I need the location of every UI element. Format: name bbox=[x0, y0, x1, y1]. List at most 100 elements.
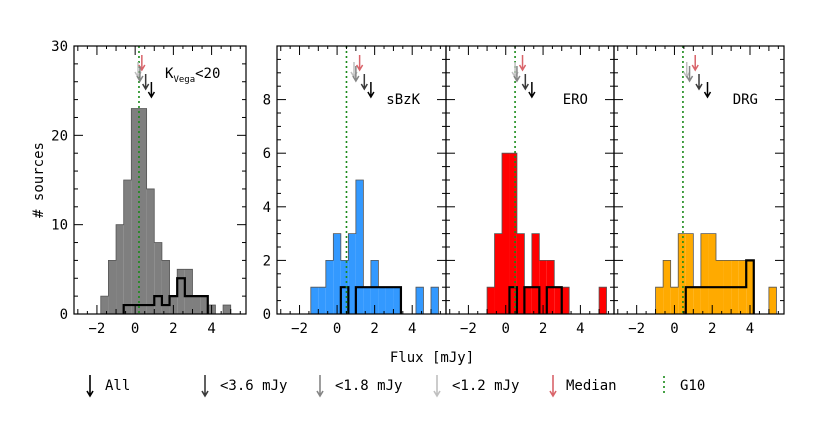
arrow-lt36 bbox=[360, 74, 368, 91]
histogram-bar bbox=[685, 233, 694, 314]
histogram-bar bbox=[348, 233, 356, 314]
histogram-bar bbox=[509, 153, 517, 314]
legend-item: Median bbox=[549, 375, 617, 398]
histogram-bar bbox=[655, 287, 664, 314]
histogram-bar bbox=[554, 287, 562, 314]
subset-histogram-step bbox=[339, 286, 403, 314]
x-tick-label: 0 bbox=[670, 321, 678, 337]
arrow-lt36 bbox=[142, 74, 150, 91]
y-tick-label: 2 bbox=[263, 253, 271, 269]
histogram-bar bbox=[385, 287, 394, 314]
histogram-bar bbox=[200, 296, 208, 314]
panel-frame bbox=[445, 45, 615, 315]
histogram-bar bbox=[192, 296, 201, 314]
histogram-bar bbox=[430, 287, 439, 314]
histogram-bar bbox=[531, 233, 540, 314]
legend-label: <1.8 mJy bbox=[335, 378, 402, 394]
histogram-bar bbox=[561, 287, 570, 314]
x-tick-label: 0 bbox=[333, 321, 341, 337]
y-tick-label: 0 bbox=[263, 307, 271, 323]
x-tick-label: 2 bbox=[370, 321, 378, 337]
panel-title: ERO bbox=[563, 92, 588, 108]
legend-item: G10 bbox=[663, 376, 705, 396]
histogram-bar bbox=[146, 188, 155, 314]
x-tick-label: −2 bbox=[291, 321, 308, 337]
legend-item: <3.6 mJy bbox=[201, 375, 287, 398]
x-tick-label: 4 bbox=[746, 321, 754, 337]
y-tick-label: 20 bbox=[51, 128, 68, 144]
x-tick-label: 4 bbox=[207, 321, 215, 337]
histogram-bar bbox=[700, 233, 709, 314]
arrow-all bbox=[147, 82, 156, 99]
histogram-bar bbox=[177, 269, 185, 314]
subset-histogram-step bbox=[508, 286, 563, 314]
histogram-bar bbox=[708, 233, 716, 314]
legend-item: <1.2 mJy bbox=[433, 375, 519, 398]
histogram-bar bbox=[154, 242, 162, 314]
legend-arrow-icon bbox=[201, 375, 209, 398]
y-tick-label: 4 bbox=[263, 200, 271, 216]
histogram-bar bbox=[318, 287, 326, 314]
legend-item: All bbox=[86, 375, 130, 398]
histogram-bar bbox=[393, 287, 401, 314]
histogram-outline bbox=[310, 179, 439, 315]
histogram-bar bbox=[325, 260, 334, 314]
legend-item: <1.8 mJy bbox=[316, 375, 402, 398]
x-tick-label: 0 bbox=[131, 321, 139, 337]
x-tick-label: −2 bbox=[89, 321, 106, 337]
x-tick-label: 0 bbox=[502, 321, 510, 337]
arrow-median bbox=[691, 55, 699, 72]
legend-label: Median bbox=[566, 378, 617, 394]
x-tick-label: 2 bbox=[708, 321, 716, 337]
arrow-lt18 bbox=[352, 66, 360, 83]
histogram-bar bbox=[100, 296, 109, 314]
histogram-bar bbox=[746, 260, 754, 314]
histogram-bar bbox=[670, 287, 679, 314]
y-tick-label: 0 bbox=[60, 307, 68, 323]
x-axis-label: Flux [mJy] bbox=[390, 350, 474, 366]
arrow-lt36 bbox=[521, 74, 529, 91]
arrow-all bbox=[528, 82, 536, 99]
y-tick-label: 30 bbox=[51, 39, 68, 55]
histogram-bar bbox=[768, 287, 777, 314]
legend-arrow-icon bbox=[433, 375, 441, 398]
histogram-bar bbox=[378, 287, 386, 314]
legend-arrow-icon bbox=[86, 375, 94, 398]
arrow-median bbox=[355, 55, 364, 72]
histogram-bar bbox=[355, 180, 364, 314]
x-tick-label: −2 bbox=[628, 321, 645, 337]
subset-histogram-step bbox=[684, 259, 755, 314]
x-tick-label: 2 bbox=[539, 321, 547, 337]
y-tick-label: 8 bbox=[263, 93, 271, 109]
arrow-lt36 bbox=[695, 74, 703, 91]
legend-label: G10 bbox=[680, 378, 705, 394]
panel-title: sBzK bbox=[386, 92, 420, 108]
histogram-bar bbox=[487, 287, 495, 314]
panel-title: DRG bbox=[733, 92, 758, 108]
histogram-bar bbox=[138, 108, 147, 315]
panel-title-rest: <20 bbox=[195, 66, 220, 82]
histogram-bar bbox=[108, 260, 117, 314]
histogram-outline bbox=[100, 108, 239, 315]
y-axis-label: # sources bbox=[31, 142, 47, 218]
legend-label: All bbox=[105, 378, 130, 394]
histogram-bar bbox=[599, 287, 607, 314]
histogram-bar bbox=[116, 224, 124, 314]
legend-arrow-icon bbox=[549, 375, 557, 398]
histogram-bar bbox=[363, 287, 371, 314]
histogram-bar bbox=[131, 108, 139, 315]
y-tick-label: 6 bbox=[263, 146, 271, 162]
histogram-bar bbox=[502, 153, 510, 314]
histogram-bar bbox=[184, 269, 193, 314]
arrow-all bbox=[367, 82, 375, 99]
histogram-bar bbox=[223, 305, 231, 314]
histogram-bar bbox=[333, 233, 341, 314]
histogram-bar bbox=[693, 287, 701, 314]
x-tick-label: −2 bbox=[460, 321, 477, 337]
panel-title-sub: Vega bbox=[173, 75, 195, 85]
x-tick-label: 4 bbox=[408, 321, 416, 337]
arrow-median bbox=[518, 55, 527, 72]
x-tick-label: 4 bbox=[576, 321, 584, 337]
